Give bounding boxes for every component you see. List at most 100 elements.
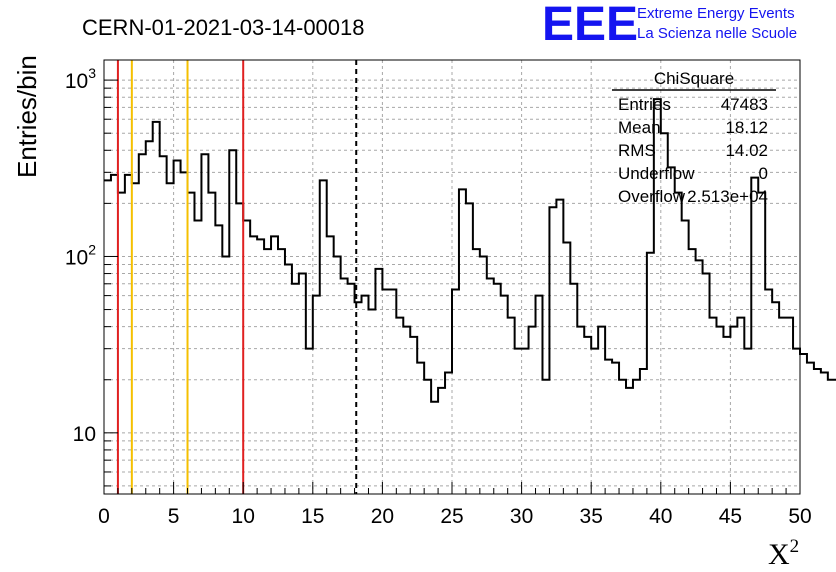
histogram-bin xyxy=(292,284,299,494)
histogram-bin xyxy=(703,274,710,494)
x-tick-label: 50 xyxy=(788,505,811,528)
histogram-bin xyxy=(786,318,793,494)
histogram-bin xyxy=(146,141,153,494)
histogram-bin xyxy=(668,167,675,494)
histogram-bin xyxy=(104,180,111,494)
histogram-bin xyxy=(215,225,222,494)
histogram-bin xyxy=(362,296,369,494)
x-tick-label: 25 xyxy=(440,505,463,528)
y-axis-ticks: 10 102 103 xyxy=(65,65,118,487)
histogram-bin xyxy=(271,236,278,494)
x-tick-label: 30 xyxy=(510,505,533,528)
histogram-bin xyxy=(375,269,382,494)
histogram-bin xyxy=(508,318,515,494)
histogram-bin xyxy=(188,193,195,494)
histogram-bin xyxy=(710,318,717,494)
stats-label-overflow: Overflow xyxy=(618,187,686,206)
grid-lines xyxy=(104,60,800,494)
histogram-bin xyxy=(473,249,480,494)
histogram-bin xyxy=(577,327,584,494)
chart-title: CERN-01-2021-03-14-00018 xyxy=(82,15,365,40)
histogram-bin xyxy=(132,183,139,494)
histogram-bin xyxy=(125,175,132,494)
histogram-bin xyxy=(737,318,744,494)
histogram-bin xyxy=(257,239,264,494)
histogram-bin xyxy=(431,402,438,494)
logo-mark: EEE xyxy=(542,0,638,51)
histogram-bin xyxy=(153,122,160,494)
histogram-bin xyxy=(222,256,229,494)
eee-logo: EEE Extreme Energy Events La Scienza nel… xyxy=(542,0,797,51)
stats-value-overflow: 2.513e+04 xyxy=(687,187,768,206)
stats-value-entries: 47483 xyxy=(721,95,768,114)
stats-label-mean: Mean xyxy=(618,118,661,137)
histogram-bin xyxy=(438,388,445,494)
histogram-bin xyxy=(549,207,556,494)
histogram-bin xyxy=(250,236,257,494)
histogram-bin xyxy=(320,180,327,494)
histogram-bin xyxy=(689,249,696,494)
y-tick-label: 10 xyxy=(73,423,96,446)
histogram-bin xyxy=(536,296,543,494)
x-tick-label: 15 xyxy=(301,505,324,528)
histogram-bin xyxy=(570,284,577,494)
histogram-bin xyxy=(494,284,501,494)
histogram-bin xyxy=(194,220,201,494)
histogram-bin xyxy=(730,327,737,494)
histogram-bin xyxy=(515,349,522,494)
histogram-bin xyxy=(424,380,431,494)
histogram-bin xyxy=(341,279,348,494)
histogram-bin xyxy=(264,249,271,494)
histogram-bin xyxy=(828,380,835,494)
histogram-bin xyxy=(368,310,375,494)
histogram-bin xyxy=(480,256,487,494)
histogram-bin xyxy=(605,360,612,494)
histogram-bin xyxy=(744,349,751,494)
histogram-bin xyxy=(626,388,633,494)
x-tick-label: 5 xyxy=(168,505,180,528)
histogram-bin xyxy=(111,175,118,494)
histogram-bin xyxy=(327,236,334,494)
x-axis-title-exponent: 2 xyxy=(790,536,800,557)
histogram-bin xyxy=(236,203,243,494)
histogram-bin xyxy=(410,337,417,494)
histogram-bin xyxy=(445,372,452,494)
histogram-bin xyxy=(807,363,814,494)
stats-label-entries: Entries xyxy=(618,95,671,114)
histogram-bin xyxy=(139,154,146,494)
histogram-bin xyxy=(793,349,800,494)
y-tick-label: 103 xyxy=(65,65,96,93)
x-tick-label: 0 xyxy=(98,505,110,528)
histogram-bin xyxy=(459,189,466,494)
histogram-bin xyxy=(181,172,188,494)
x-tick-label: 10 xyxy=(232,505,255,528)
logo-line-1: Extreme Energy Events xyxy=(637,5,795,22)
histogram-bin xyxy=(640,369,647,494)
histogram-bin xyxy=(556,200,563,494)
histogram-bin xyxy=(612,363,619,494)
histogram-bin xyxy=(201,154,208,494)
histogram-bin xyxy=(278,249,285,494)
histogram-bin xyxy=(285,265,292,494)
histogram-bin xyxy=(452,289,459,494)
histogram-bin xyxy=(758,193,765,494)
histogram-bin xyxy=(584,337,591,494)
histogram-bin xyxy=(682,220,689,494)
histogram-bin xyxy=(487,279,494,494)
stats-label-underflow: Underflow xyxy=(618,164,695,183)
histogram-bin xyxy=(174,161,181,494)
logo-line-2: La Scienza nelle Scuole xyxy=(637,25,797,42)
x-tick-label: 45 xyxy=(719,505,742,528)
histogram-bin xyxy=(208,193,215,494)
stats-rows: Entries 47483 Mean 18.12 RMS 14.02 Underflow 0 O… xyxy=(618,95,768,206)
histogram-bin xyxy=(389,289,396,494)
histogram-bin xyxy=(522,349,529,494)
histogram-bin xyxy=(696,260,703,494)
histogram-bin xyxy=(501,296,508,494)
histogram-bin xyxy=(396,318,403,494)
histogram-bin xyxy=(779,318,786,494)
histogram-bin xyxy=(751,178,758,494)
histogram-bin xyxy=(814,369,821,494)
histogram-bin xyxy=(417,363,424,494)
